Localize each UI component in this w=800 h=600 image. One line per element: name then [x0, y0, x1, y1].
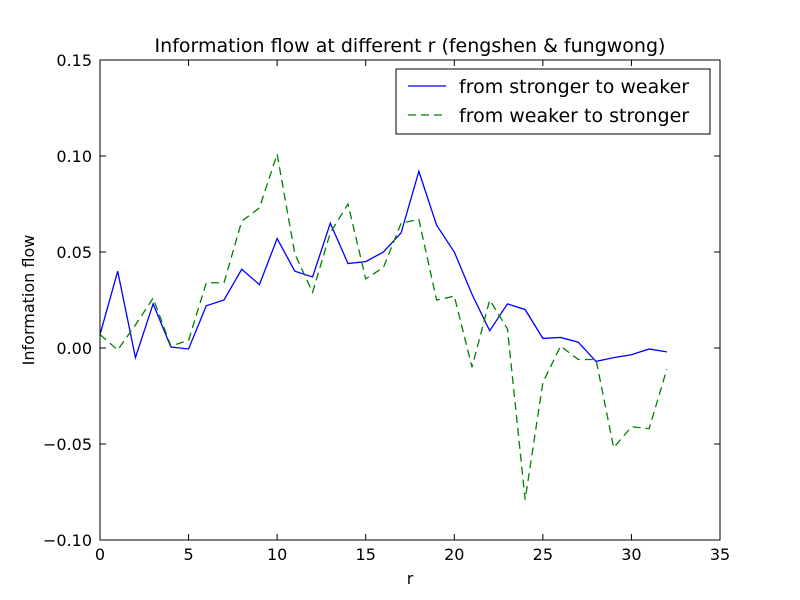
series-line-1: [99, 169, 667, 363]
x-tick-label: 10: [267, 545, 287, 564]
axis-ticks: 0 5 10 15 20 25 30 35 −0.10 −0.05 0.00 0.05 0.10 0.15: [43, 51, 730, 564]
x-tick-label: 5: [183, 545, 193, 564]
x-tick-label: 0: [95, 545, 105, 564]
legend: from stronger to weaker from weaker to st…: [395, 68, 711, 135]
x-axis-label: r: [407, 569, 414, 588]
y-tick-label: 0.10: [56, 147, 92, 166]
y-tick-label: −0.05: [43, 435, 92, 454]
y-tick-label: −0.10: [43, 531, 92, 550]
axes-frame: [99, 59, 721, 541]
x-tick-label: 35: [710, 545, 730, 564]
x-tick-label: 25: [533, 545, 553, 564]
x-tick-label: 30: [621, 545, 641, 564]
plot-area: [99, 153, 668, 500]
y-axis-label: Information flow: [19, 235, 38, 366]
y-tick-label: 0.15: [56, 51, 92, 70]
x-tick-label: 15: [356, 545, 376, 564]
y-tick-label: 0.05: [56, 243, 92, 262]
series-line-2: [99, 153, 668, 500]
legend-label-2: from weaker to stronger: [459, 105, 689, 127]
legend-label-1: from stronger to weaker: [459, 76, 689, 98]
x-tick-label: 20: [444, 545, 464, 564]
y-tick-label: 0.00: [56, 339, 92, 358]
legend-box: [395, 68, 711, 135]
chart-title: Information flow at different r (fengshe…: [155, 35, 666, 57]
